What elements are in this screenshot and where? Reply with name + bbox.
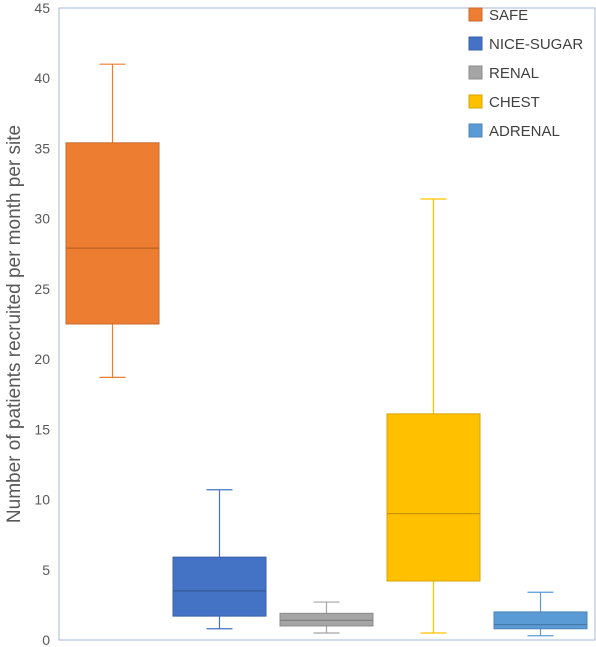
box-chest xyxy=(386,198,481,634)
iqr-box xyxy=(493,611,588,630)
box-series xyxy=(65,63,588,637)
iqr-box xyxy=(279,612,374,627)
y-axis-title: Number of patients recruited per month p… xyxy=(4,125,25,523)
y-tick-label: 40 xyxy=(34,70,50,86)
y-tick-label: 45 xyxy=(34,0,50,16)
legend-label-safe: SAFE xyxy=(489,7,528,24)
legend-swatch-adrenal xyxy=(468,123,483,138)
legend-label-chest: CHEST xyxy=(489,94,540,111)
legend-label-adrenal: ADRENAL xyxy=(489,123,560,140)
y-tick-label: 15 xyxy=(34,421,50,437)
legend-label-nice-sugar: NICE-SUGAR xyxy=(489,36,583,53)
y-tick-label: 35 xyxy=(34,140,50,156)
box-nice-sugar xyxy=(172,489,267,630)
y-tick-label: 30 xyxy=(34,211,50,227)
y-tick-label: 20 xyxy=(34,351,50,367)
legend-swatch-nice-sugar xyxy=(468,36,483,51)
iqr-box xyxy=(386,413,481,582)
legend-swatch-safe xyxy=(468,7,483,22)
legend-swatch-renal xyxy=(468,65,483,80)
legend-swatch-chest xyxy=(468,94,483,109)
y-tick-label: 5 xyxy=(42,562,50,578)
y-tick-label: 10 xyxy=(34,492,50,508)
y-axis-ticks: 0 5 10 15 20 25 30 35 40 45 xyxy=(34,0,50,647)
y-tick-label: 25 xyxy=(34,281,50,297)
iqr-box xyxy=(65,142,160,325)
box-adrenal xyxy=(493,591,588,637)
iqr-box xyxy=(172,556,267,617)
box-renal xyxy=(279,601,374,634)
y-tick-label: 0 xyxy=(42,632,50,647)
plot-area-border xyxy=(58,7,596,641)
legend-label-renal: RENAL xyxy=(489,65,539,82)
box-safe xyxy=(65,63,160,378)
legend: SAFE NICE-SUGAR RENAL CHEST ADRENAL xyxy=(468,7,583,140)
